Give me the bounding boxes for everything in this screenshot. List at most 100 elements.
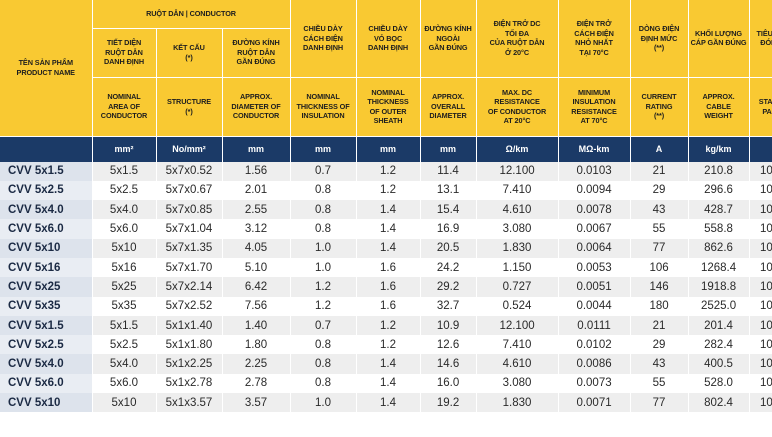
table-cell: 7.56 [222, 296, 291, 316]
table-cell: 5x1x1.80 [156, 335, 223, 355]
table-cell: 3.080 [476, 219, 559, 239]
table-cell: 10.9 [420, 315, 477, 336]
table-cell: 1.2 [356, 180, 421, 201]
table-cell: 5x7x1.70 [156, 257, 223, 278]
table-cell: 0.8 [290, 200, 357, 220]
table-cell: 5x16 [92, 257, 157, 278]
col-header-vn-2: ĐƯỜNG KÍNH RUỘT DẪN GẦN ĐÚNG [222, 28, 291, 78]
product-name-cell: CVV 5x4.0 [0, 200, 93, 220]
table-cell: 16.0 [420, 373, 477, 394]
table-body: CVV 5x1.5 5x1.5 5x7x0.52 1.56 0.7 1.2 11.4 12.1… [0, 161, 772, 413]
table-cell: 282.4 [688, 335, 750, 355]
col-header-en-3: NOMINAL THICKNESS OF INSULATION [290, 77, 357, 137]
table-cell: 0.8 [290, 180, 357, 201]
unit-cell: MΩ-km [558, 136, 631, 162]
table-cell: 1.56 [222, 161, 291, 181]
table-cell: 55 [630, 219, 689, 239]
table-cell: 0.0064 [558, 238, 631, 258]
units-row: mm² No/mm² mm mm mm mm Ω/km MΩ-km A kg/k… [0, 136, 772, 162]
table-cell: 0.8 [290, 335, 357, 355]
table-cell: 6.42 [222, 277, 291, 297]
table-cell: 1.6 [356, 257, 421, 278]
table-cell: 5x10 [92, 238, 157, 258]
table-row: CVV 5x2.5 5x2.5 5x1x1.80 1.80 0.8 1.2 12.6 7.41… [0, 335, 772, 355]
table-cell: 5x25 [92, 277, 157, 297]
table-cell: 15.4 [420, 200, 477, 220]
table-cell: 77 [630, 393, 689, 413]
table-cell: 5x7x1.35 [156, 238, 223, 258]
table-cell: 0.0071 [558, 393, 631, 413]
table-cell: 0.727 [476, 277, 559, 297]
col-header-en-1: STRUCTURE (*) [156, 77, 223, 137]
table-cell: 4.610 [476, 200, 559, 220]
col-header-vn-3: CHIỀU DÀY CÁCH ĐIỆN DANH ĐỊNH [290, 0, 357, 78]
table-cell: 0.8 [290, 219, 357, 239]
table-cell: 0.0073 [558, 373, 631, 394]
product-name-cell: CVV 5x6.0 [0, 219, 93, 239]
col-header-en-7: MINIMUM INSULATION RESISTANCE AT 70°C [558, 77, 631, 137]
col-header-vn-7: ĐIỆN TRỞ CÁCH ĐIỆN NHỎ NHẤT TẠI 70°C [558, 0, 631, 78]
col-header-vn-9: KHỐI LƯỢNG CÁP GẦN ĐÚNG [688, 0, 750, 78]
table-cell: 0.7 [290, 315, 357, 336]
table-cell: 1.0 [290, 393, 357, 413]
table-cell: 5x6.0 [92, 219, 157, 239]
unit-cell: kg/km [688, 136, 750, 162]
table-cell: 5x1x2.78 [156, 373, 223, 394]
table-cell: 1268.4 [688, 257, 750, 278]
table-cell: 12.6 [420, 335, 477, 355]
unit-cell: A [630, 136, 689, 162]
table-cell: 7.410 [476, 335, 559, 355]
table-cell: 1.2 [356, 161, 421, 181]
product-name-cell: CVV 5x1.5 [0, 315, 93, 336]
table-cell: 0.0053 [558, 257, 631, 278]
table-cell: 1.4 [356, 200, 421, 220]
table-row: CVV 5x1.5 5x1.5 5x1x1.40 1.40 0.7 1.2 10.9 12.1… [0, 315, 772, 336]
table-cell: 2.25 [222, 354, 291, 374]
table-cell: 1918.8 [688, 277, 750, 297]
col-header-vn-5: ĐƯỜNG KÍNH NGOÀI GẦN ĐÚNG [420, 0, 477, 78]
col-header-en-4: NOMINAL THICKNESS OF OUTER SHEATH [356, 77, 421, 137]
table-cell: 2525.0 [688, 296, 750, 316]
table-cell: 5x10 [92, 393, 157, 413]
unit-cell: mm [356, 136, 421, 162]
table-cell: 400.5 [688, 354, 750, 374]
col-header-vn-1: KẾT CẤU (*) [156, 28, 223, 78]
table-cell: 12.100 [476, 315, 559, 336]
table-cell: 0.0086 [558, 354, 631, 374]
table-cell: 0.8 [290, 373, 357, 394]
unit-cell: mm [290, 136, 357, 162]
table-cell: 1.4 [356, 393, 421, 413]
table-cell: 1.2 [290, 277, 357, 297]
unit-cell: mm² [92, 136, 157, 162]
table-cell: 29 [630, 335, 689, 355]
table-cell: 0.0067 [558, 219, 631, 239]
col-header-en-5: APPROX. OVERALL DIAMETER [420, 77, 477, 137]
table-cell: 4.05 [222, 238, 291, 258]
product-name-cell: CVV 5x10 [0, 393, 93, 413]
table-cell: 5x2.5 [92, 180, 157, 201]
table-cell: 1.2 [290, 296, 357, 316]
table-cell: 1.830 [476, 238, 559, 258]
table-cell: 0.0102 [558, 335, 631, 355]
table-row: CVV 5x10 5x10 5x7x1.35 4.05 1.0 1.4 20.5 1.830 0… [0, 238, 772, 258]
col-header-vn-4: CHIỀU DÀY VỎ BỌC DANH ĐỊNH [356, 0, 421, 78]
table-cell: 3.57 [222, 393, 291, 413]
col-header-en-10: STANDARD PACKING [749, 77, 772, 137]
cable-spec-table: TÊN SẢN PHẨM PRODUCT NAME RUỘT DẪN | CON… [0, 0, 772, 413]
table-cell: 296.6 [688, 180, 750, 201]
table-cell: 1.4 [356, 219, 421, 239]
table-row: CVV 5x35 5x35 5x7x2.52 7.56 1.2 1.6 32.7 0.524 0… [0, 296, 772, 316]
table-cell: 1.2 [356, 335, 421, 355]
table-cell: 7.410 [476, 180, 559, 201]
table-cell: 428.7 [688, 200, 750, 220]
table-row: CVV 5x4.0 5x4.0 5x1x2.25 2.25 0.8 1.4 14.6 4.61… [0, 354, 772, 374]
table-cell: 5x1.5 [92, 161, 157, 181]
col-header-en-6: MAX. DC RESISTANCE OF CONDUCTOR AT 20°C [476, 77, 559, 137]
table-cell: 21 [630, 161, 689, 181]
table-cell: 19.2 [420, 393, 477, 413]
